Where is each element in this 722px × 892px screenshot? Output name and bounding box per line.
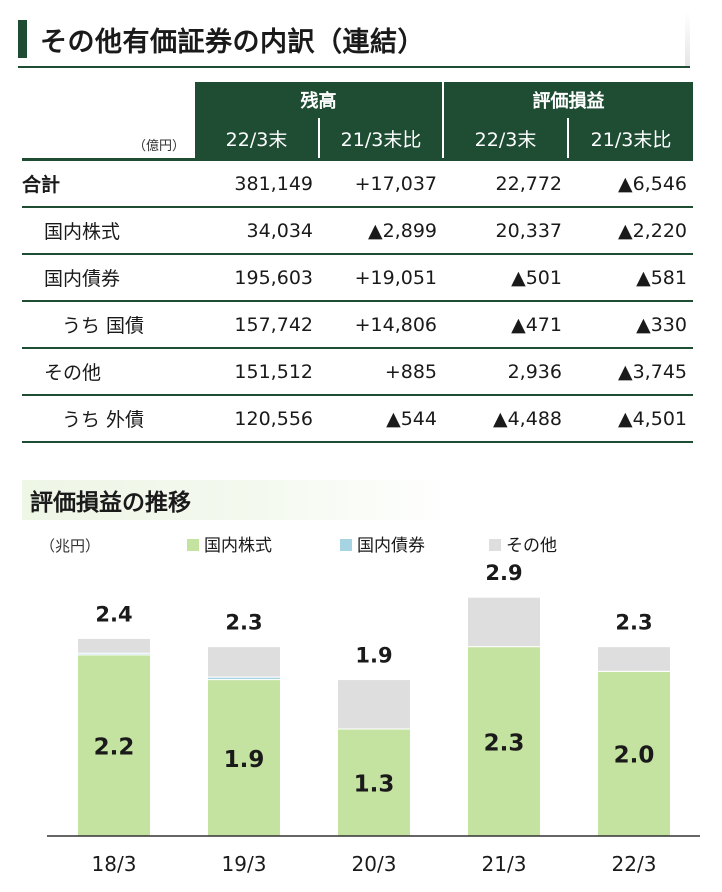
bar-value-label: 1.3 bbox=[354, 771, 395, 797]
row-label: 合計 bbox=[22, 159, 195, 208]
table-group-header: 残高 評価損益 bbox=[22, 82, 693, 118]
bar-segment bbox=[77, 654, 151, 837]
chart-unit-label: （兆円） bbox=[40, 537, 100, 555]
securities-table: 残高 評価損益 （億円） 22/3末 21/3末比 22/3末 21/3末比 合… bbox=[22, 82, 693, 443]
table-cell: ▲6,546 bbox=[568, 159, 693, 208]
x-tick-label: 22/3 bbox=[612, 852, 657, 876]
x-tick-label: 19/3 bbox=[222, 852, 267, 876]
table-cell: +17,037 bbox=[319, 159, 443, 208]
bar-segment bbox=[77, 637, 151, 654]
table-row: その他 151,512 +885 2,936 ▲3,745 bbox=[22, 348, 693, 396]
table-cell: +885 bbox=[319, 348, 443, 396]
column-header: 21/3末比 bbox=[318, 118, 443, 161]
row-label: その他 bbox=[22, 348, 195, 396]
bar-value-label: 2.2 bbox=[94, 734, 135, 760]
bar-segment bbox=[597, 670, 671, 837]
table-cell: 22,772 bbox=[443, 159, 568, 208]
table-cell: 195,603 bbox=[195, 254, 319, 302]
row-label: うち 国債 bbox=[22, 301, 195, 349]
x-tick-label: 20/3 bbox=[352, 852, 397, 876]
bar-total-label: 2.3 bbox=[225, 611, 262, 635]
title-accent-bar bbox=[18, 20, 27, 58]
page-title: その他有価証券の内訳（連結） bbox=[40, 27, 425, 58]
bar-total-label: 2.3 bbox=[615, 611, 652, 635]
table-cell: 2,936 bbox=[443, 348, 568, 396]
table-cell: ▲4,488 bbox=[443, 395, 568, 443]
bar-segment bbox=[337, 679, 411, 730]
section-title-bar: その他有価証券の内訳（連結） bbox=[18, 12, 690, 68]
table-cell: 151,512 bbox=[195, 348, 319, 396]
legend-label: 国内債券 bbox=[357, 536, 425, 556]
table-cell: 381,149 bbox=[195, 159, 319, 208]
table-row: 国内株式 34,034 ▲2,899 20,337 ▲2,220 bbox=[22, 207, 693, 255]
table-cell: ▲501 bbox=[443, 254, 568, 302]
column-header: 22/3末 bbox=[195, 118, 319, 161]
table-unit-label: （億円） bbox=[22, 118, 195, 161]
table-cell: +19,051 bbox=[319, 254, 443, 302]
x-tick-label: 18/3 bbox=[92, 852, 137, 876]
bar-total-label: 2.4 bbox=[95, 602, 132, 626]
table-cell: ▲544 bbox=[319, 395, 443, 443]
bar-total-label: 1.9 bbox=[355, 644, 392, 668]
table-cell: 20,337 bbox=[443, 207, 568, 255]
legend-label: その他 bbox=[506, 536, 557, 556]
table-cell: ▲3,745 bbox=[568, 348, 693, 396]
table-cell: ▲2,220 bbox=[568, 207, 693, 255]
chart-title-background bbox=[22, 480, 452, 520]
table-row: うち 外債 120,556 ▲544 ▲4,488 ▲4,501 bbox=[22, 395, 693, 443]
table-column-header: （億円） 22/3末 21/3末比 22/3末 21/3末比 bbox=[22, 118, 693, 161]
bar-value-label: 2.3 bbox=[484, 730, 525, 756]
column-header: 21/3末比 bbox=[567, 118, 693, 161]
table-cell: ▲330 bbox=[568, 301, 693, 349]
bar-segment bbox=[467, 646, 541, 837]
group-header-valuation: 評価損益 bbox=[442, 82, 693, 118]
table-cell: ▲2,899 bbox=[319, 207, 443, 255]
bar-value-label: 1.9 bbox=[224, 747, 265, 773]
bar-value-label: 2.0 bbox=[614, 743, 655, 769]
valuation-trend-chart: （兆円） 国内株式 国内債券 その他 2.2 2.4 18/3 1.9 2.3 19/3 1.3 1.… bbox=[40, 536, 700, 876]
legend-swatch bbox=[340, 539, 352, 551]
group-header-balance: 残高 bbox=[195, 82, 443, 118]
legend-label: 国内株式 bbox=[204, 536, 272, 556]
row-label: 国内株式 bbox=[22, 207, 195, 255]
table-cell: 34,034 bbox=[195, 207, 319, 255]
column-header: 22/3末 bbox=[442, 118, 568, 161]
row-label: うち 外債 bbox=[22, 395, 195, 443]
table-row: 合計 381,149 +17,037 22,772 ▲6,546 bbox=[22, 159, 693, 208]
bar-segment bbox=[597, 646, 671, 672]
bar-total-label: 2.9 bbox=[485, 561, 522, 585]
bar-segment bbox=[207, 679, 281, 837]
bar-segment bbox=[337, 728, 411, 837]
bar-segment bbox=[467, 596, 541, 648]
chart-title: 評価損益の推移 bbox=[30, 490, 191, 516]
table-row: 国内債券 195,603 +19,051 ▲501 ▲581 bbox=[22, 254, 693, 302]
legend-swatch bbox=[489, 539, 501, 551]
table-cell: +14,806 bbox=[319, 301, 443, 349]
row-label: 国内債券 bbox=[22, 254, 195, 302]
bar-segment bbox=[207, 646, 281, 678]
x-tick-label: 21/3 bbox=[482, 852, 527, 876]
table-cell: ▲581 bbox=[568, 254, 693, 302]
table-cell: 120,556 bbox=[195, 395, 319, 443]
table-cell: ▲471 bbox=[443, 301, 568, 349]
legend-swatch bbox=[187, 539, 199, 551]
table-cell: 157,742 bbox=[195, 301, 319, 349]
table-row: うち 国債 157,742 +14,806 ▲471 ▲330 bbox=[22, 301, 693, 349]
table-cell: ▲4,501 bbox=[568, 395, 693, 443]
